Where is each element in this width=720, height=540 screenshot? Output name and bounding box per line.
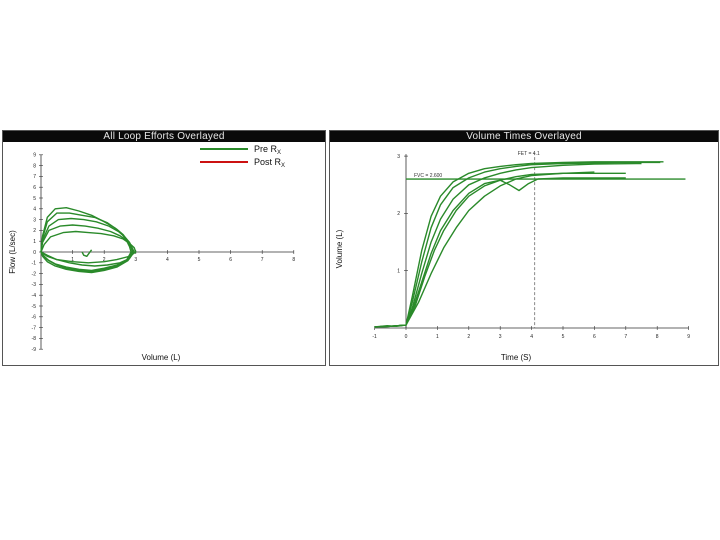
x-tick-label: 4 xyxy=(166,257,169,263)
y-tick-label: -9 xyxy=(32,347,37,353)
y-tick-label: 0 xyxy=(33,250,36,256)
x-tick-label: 1 xyxy=(71,257,74,263)
y-axis-label: Flow (L/sec) xyxy=(8,230,17,274)
y-tick-label: 3 xyxy=(33,217,36,223)
y-tick-label: -7 xyxy=(32,325,37,331)
x-tick-label: 6 xyxy=(593,334,596,340)
x-tick-label: 7 xyxy=(624,334,627,340)
fvc-annotation: FVC = 2.600 xyxy=(414,173,442,179)
x-tick-label: 2 xyxy=(103,257,106,263)
volume-time-panel: Volume Times Overlayed 3 2 1 -1 0 1 2 3 4 5 6 7 8 9 Ti… xyxy=(329,130,719,366)
y-tick-label: -8 xyxy=(32,336,37,342)
flow-volume-chart: 9 8 7 6 5 4 3 2 1 0 -1 -2 -3 -4 -5 -6 -7 -8 -9 1 2 3 4 5 6 7 8 Volu… xyxy=(8,144,295,362)
y-tick-label: -4 xyxy=(32,293,37,299)
flow-volume-loop xyxy=(40,206,132,273)
x-tick-label: 0 xyxy=(405,334,408,340)
x-tick-label: 8 xyxy=(656,334,659,340)
fet-annotation: FET = 4.1 xyxy=(518,151,540,157)
x-tick-label: 4 xyxy=(530,334,533,340)
y-tick-label: -1 xyxy=(32,261,37,267)
x-tick-label: 7 xyxy=(261,257,264,263)
y-axis-label: Volume (L) xyxy=(335,229,344,268)
flow-volume-panel: All Loop Efforts Overlayed 9 8 7 6 5 4 3 2 1 0 -1 -… xyxy=(2,130,326,366)
legend-label-pre: Pre RX xyxy=(254,144,281,156)
y-tick-label: -5 xyxy=(32,304,37,310)
x-tick-label: 3 xyxy=(499,334,502,340)
y-tick-label: 2 xyxy=(397,211,400,217)
x-tick-label: 2 xyxy=(467,334,470,340)
flow-volume-loop xyxy=(40,230,137,264)
x-tick-label: 5 xyxy=(562,334,565,340)
x-tick-label: 5 xyxy=(198,257,201,263)
flow-volume-loop xyxy=(40,217,135,274)
y-tick-label: 8 xyxy=(33,163,36,169)
y-tick-label: -6 xyxy=(32,315,37,321)
x-tick-label: 3 xyxy=(134,257,137,263)
x-tick-label: 6 xyxy=(229,257,232,263)
volume-time-chart: 3 2 1 -1 0 1 2 3 4 5 6 7 8 9 Time (S) Volume (L) FET = 4… xyxy=(335,151,690,362)
y-tick-label: 2 xyxy=(33,228,36,234)
y-tick-label: 5 xyxy=(33,196,36,202)
x-tick-label: -1 xyxy=(372,334,377,340)
volume-time-curve xyxy=(374,161,661,328)
x-axis-label: Time (S) xyxy=(501,353,532,362)
y-tick-label: 9 xyxy=(33,153,36,159)
y-tick-label: 7 xyxy=(33,174,36,180)
y-tick-label: 3 xyxy=(397,154,400,160)
x-axis-label: Volume (L) xyxy=(142,353,181,362)
volume-time-title: Volume Times Overlayed xyxy=(330,131,718,142)
y-tick-label: -2 xyxy=(32,271,37,277)
flow-volume-title: All Loop Efforts Overlayed xyxy=(3,131,325,142)
y-tick-label: 4 xyxy=(33,207,36,213)
x-tick-label: 8 xyxy=(292,257,295,263)
y-tick-label: 6 xyxy=(33,185,36,191)
legend-label-post: Post RX xyxy=(254,157,285,169)
volume-time-curve xyxy=(374,171,595,328)
flow-volume-loop xyxy=(81,249,93,258)
y-tick-label: 1 xyxy=(33,239,36,245)
x-tick-label: 1 xyxy=(436,334,439,340)
y-tick-label: -3 xyxy=(32,282,37,288)
x-tick-label: 9 xyxy=(687,334,690,340)
y-tick-label: 1 xyxy=(397,269,400,275)
